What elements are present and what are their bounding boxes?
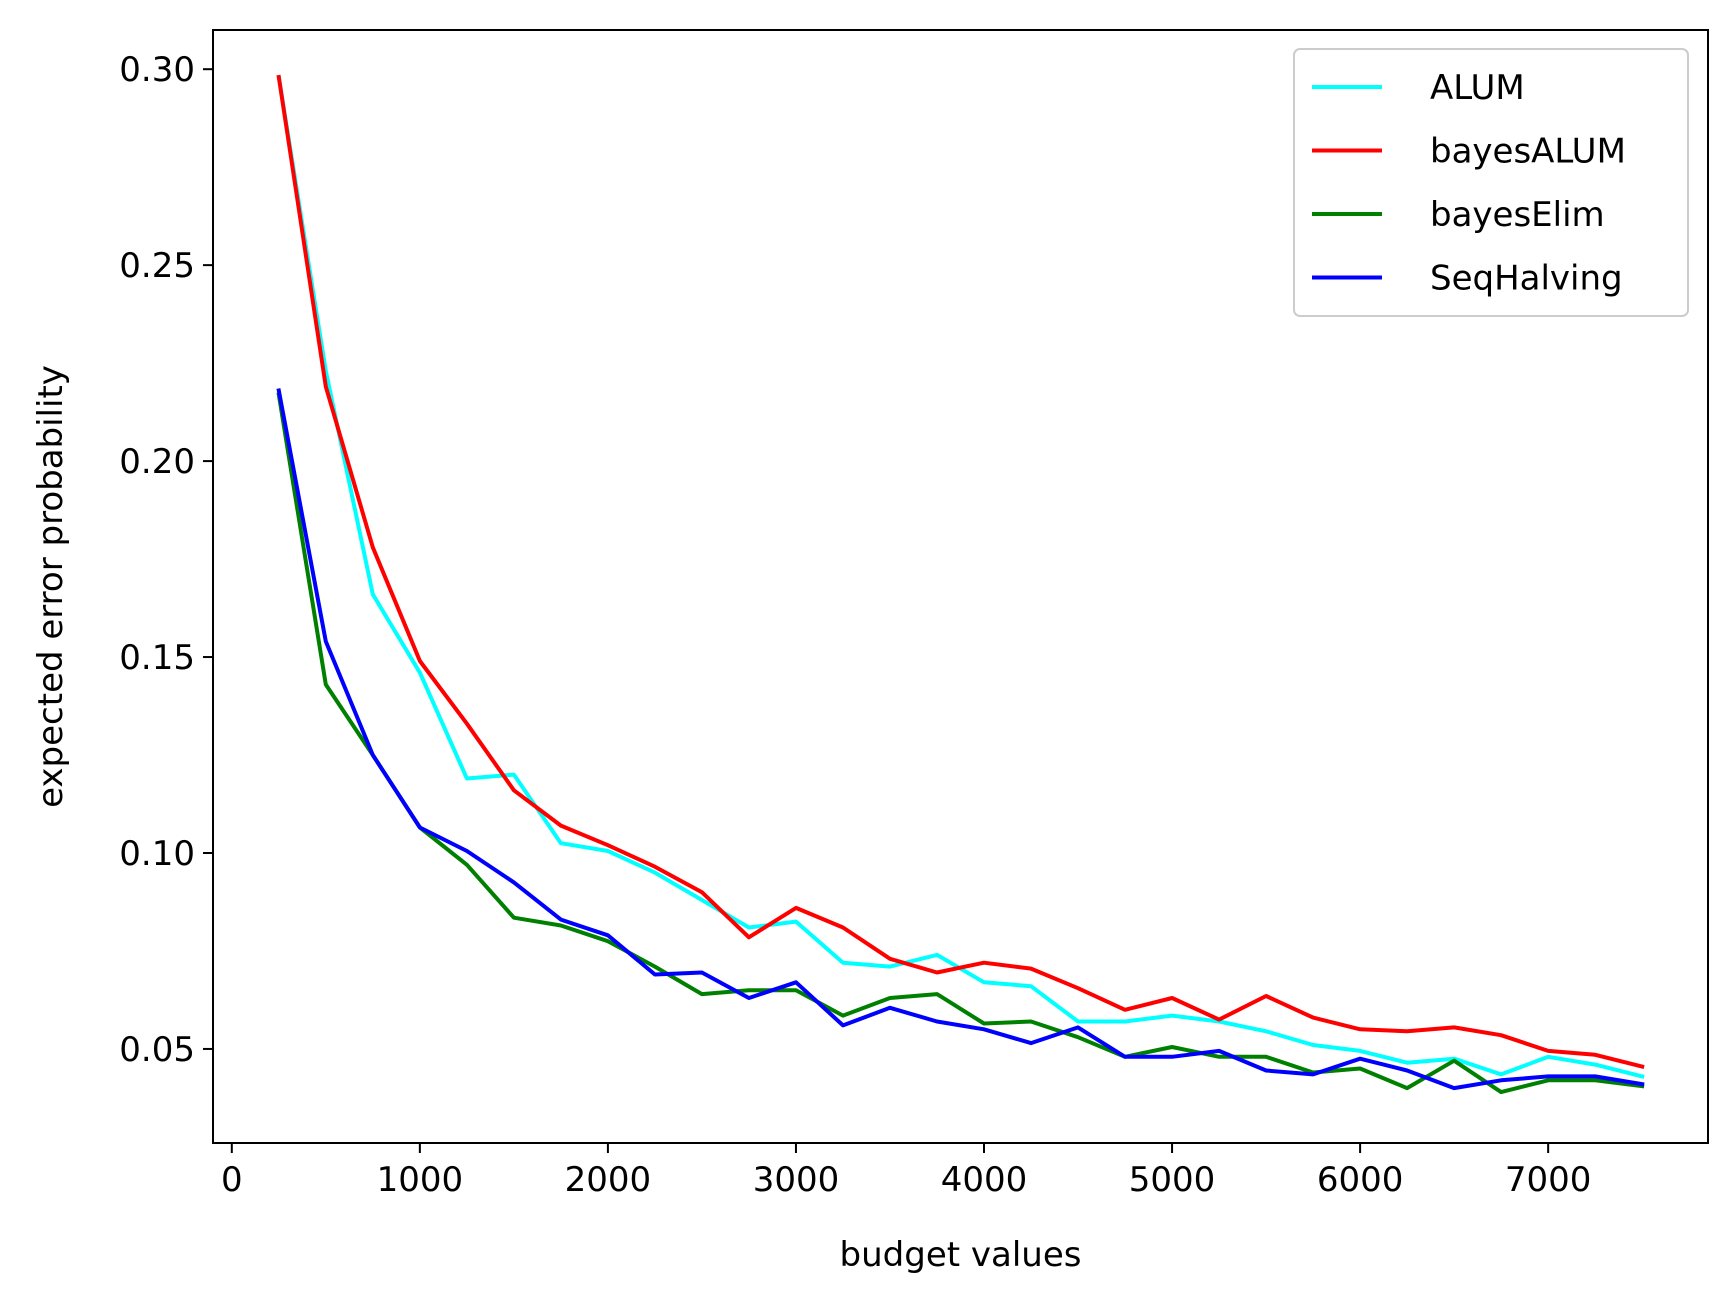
y-tick-label: 0.05: [119, 1030, 195, 1070]
legend-label: ALUM: [1430, 68, 1525, 108]
series-layer: [276, 74, 1645, 1095]
legend: ALUM bayesALUM bayesElim SeqHalving: [1293, 48, 1689, 317]
legend-label: bayesALUM: [1430, 132, 1626, 172]
y-tick-label: 0.30: [119, 50, 195, 90]
legend-label: bayesElim: [1430, 195, 1605, 235]
x-tick-label: 3000: [753, 1160, 840, 1200]
x-axis: 0 1000 2000 3000 4000 5000 6000 7000: [221, 1143, 1591, 1200]
x-tick-label: 2000: [565, 1160, 652, 1200]
series-line-bayesALUM: [276, 74, 1645, 1070]
x-tick-label: 5000: [1129, 1160, 1216, 1200]
x-tick-label: 7000: [1505, 1160, 1592, 1200]
legend-label: SeqHalving: [1430, 259, 1623, 299]
y-tick-label: 0.25: [119, 246, 195, 286]
y-axis: 0.05 0.10 0.15 0.20 0.25 0.30: [119, 50, 213, 1070]
series-line-bayesElim: [276, 392, 1645, 1095]
legend-box: [1293, 48, 1689, 317]
series-line-SeqHalving: [276, 388, 1645, 1091]
x-axis-label: budget values: [840, 1235, 1082, 1275]
y-tick-label: 0.10: [119, 834, 195, 874]
y-axis-label: expected error probability: [31, 365, 71, 808]
x-tick-label: 0: [221, 1160, 243, 1200]
x-tick-label: 6000: [1317, 1160, 1404, 1200]
y-tick-label: 0.20: [119, 442, 195, 482]
y-tick-label: 0.15: [119, 638, 195, 678]
x-tick-label: 1000: [377, 1160, 464, 1200]
x-tick-label: 4000: [941, 1160, 1028, 1200]
plot-frame: [212, 29, 1709, 1144]
